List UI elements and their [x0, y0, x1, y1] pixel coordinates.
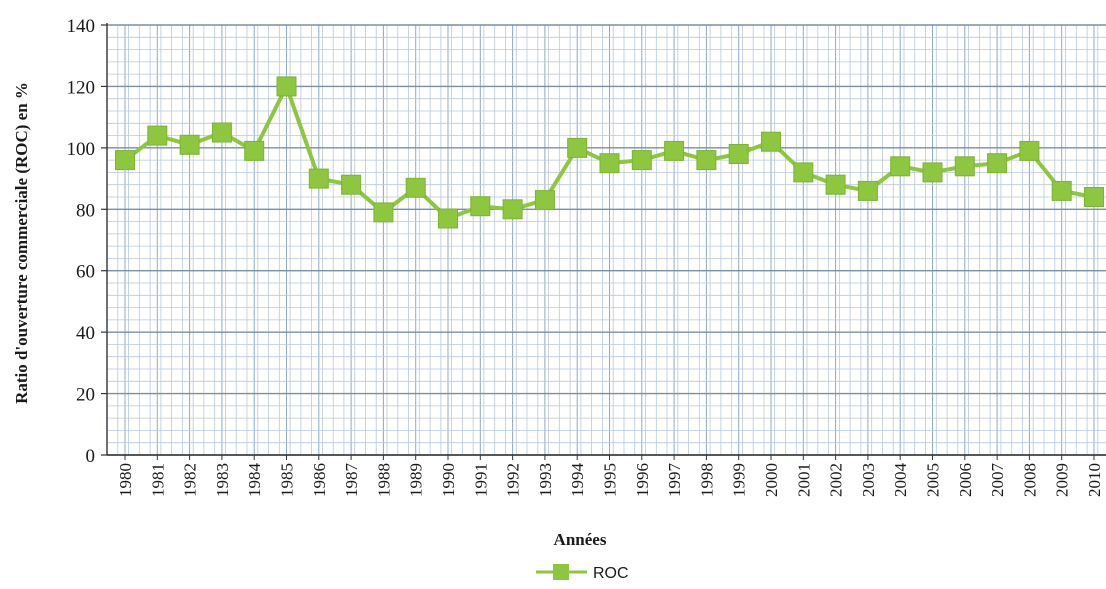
- data-point-marker: [211, 122, 232, 143]
- x-tick-label: 2001: [794, 463, 813, 497]
- x-tick-label: 2005: [924, 463, 943, 497]
- x-tick-label: 2003: [859, 463, 878, 497]
- x-axis-title: Années: [554, 530, 607, 549]
- y-tick-label: 60: [76, 262, 95, 283]
- y-tick-label: 100: [67, 139, 96, 160]
- legend-series-label: ROC: [593, 565, 629, 582]
- data-point-marker: [115, 150, 135, 171]
- data-point-marker: [567, 137, 588, 158]
- x-tick-label: 1980: [116, 463, 135, 497]
- data-point-marker: [438, 208, 458, 229]
- x-tick-label: 2007: [988, 463, 1007, 498]
- y-tick-label: 80: [76, 200, 95, 221]
- data-point-marker: [631, 150, 652, 171]
- x-tick-label: 1999: [730, 463, 749, 497]
- data-point-marker: [599, 153, 620, 174]
- data-point-marker: [534, 190, 555, 211]
- x-tick-label: 1994: [568, 463, 587, 498]
- x-tick-label: 1998: [697, 463, 716, 497]
- x-tick-label: 2002: [827, 463, 846, 497]
- x-tick-label: 1989: [407, 463, 426, 497]
- y-tick-label: 20: [76, 385, 95, 406]
- x-tick-label: 1996: [633, 463, 652, 497]
- x-tick-label: 1992: [504, 463, 523, 497]
- x-tick-label: 1984: [245, 463, 264, 498]
- data-point-marker: [244, 140, 265, 161]
- grid: [106, 24, 1106, 456]
- x-tick-label: 1990: [439, 463, 458, 497]
- data-point-marker: [308, 168, 329, 189]
- data-point-marker: [825, 174, 846, 195]
- x-tick-label: 1987: [342, 463, 361, 498]
- x-tick-label: 2006: [956, 463, 975, 497]
- y-tick-label: 0: [86, 446, 96, 467]
- x-tick-label: 1985: [278, 463, 297, 497]
- series-roc: [115, 76, 1104, 229]
- x-tick-labels: 1980 1981 1982 1983 1984 1985 1986 1987 1988 1989…: [116, 463, 1104, 498]
- x-tick-label: 2010: [1085, 463, 1104, 497]
- data-point-marker: [470, 196, 491, 217]
- data-point-marker: [987, 153, 1008, 174]
- x-tick-label: 1986: [310, 463, 329, 497]
- data-point-marker: [1019, 140, 1040, 161]
- data-point-marker: [1051, 180, 1072, 201]
- data-point-marker: [147, 125, 168, 146]
- x-tick-label: 1993: [536, 463, 555, 497]
- x-tick-label: 2009: [1053, 463, 1072, 497]
- x-tick-label: 1997: [665, 463, 684, 498]
- x-tick-label: 1988: [374, 463, 393, 497]
- data-point-marker: [857, 180, 878, 201]
- data-point-marker: [761, 131, 781, 152]
- legend: ROC: [536, 564, 629, 582]
- y-tick-label: 140: [67, 16, 96, 37]
- x-tick-label: 2008: [1020, 463, 1039, 497]
- x-tick-label: 2004: [891, 463, 910, 498]
- axes: [101, 23, 1106, 460]
- x-tick-label: 2000: [762, 463, 781, 497]
- x-tick-label: 1983: [213, 463, 232, 497]
- data-point-marker: [696, 150, 717, 171]
- legend-series-marker: [553, 564, 569, 580]
- data-point-marker: [502, 199, 523, 220]
- y-tick-labels: 0 20 40 60 80 100 120 140: [67, 16, 96, 467]
- data-point-marker: [1084, 187, 1104, 207]
- data-point-marker: [922, 162, 943, 183]
- x-tick-label: 1991: [471, 463, 490, 497]
- y-tick-label: 120: [67, 77, 96, 98]
- data-point-marker: [890, 156, 911, 177]
- data-point-marker: [405, 177, 426, 198]
- x-tick-label: 1982: [181, 463, 200, 497]
- data-point-marker: [954, 156, 975, 177]
- data-point-marker: [793, 162, 814, 183]
- data-point-marker: [373, 202, 394, 223]
- x-tick-label: 1995: [601, 463, 620, 497]
- y-axis-title: Ratio d'ouverture commerciale (ROC) en %: [12, 82, 31, 404]
- data-point-marker: [664, 140, 685, 161]
- data-point-marker: [276, 76, 297, 97]
- data-point-marker: [179, 134, 200, 155]
- data-point-marker: [728, 144, 749, 164]
- x-tick-label: 1981: [148, 463, 167, 497]
- data-point-marker: [341, 174, 362, 195]
- y-tick-label: 40: [76, 323, 95, 344]
